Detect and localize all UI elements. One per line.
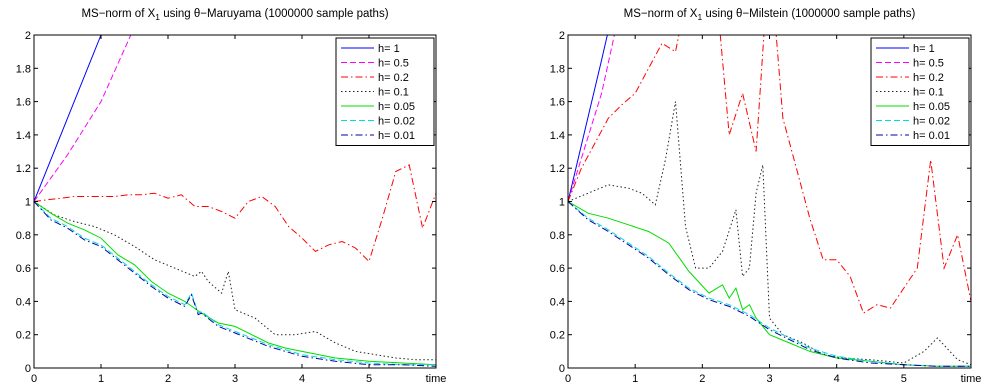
y-tick-label: 0.8	[550, 230, 565, 242]
y-tick-label: 1.2	[16, 163, 31, 175]
series-line-2	[568, 35, 971, 314]
x-tick-label: 1	[98, 373, 104, 385]
series-line-3	[34, 201, 436, 361]
series-line-1	[568, 35, 615, 202]
legend-label: h= 0.5	[913, 58, 944, 70]
chart-title: MS−norm of X1 using θ−Milstein (1000000 …	[624, 8, 916, 22]
legend-label: h= 1	[913, 43, 935, 55]
series-line-5	[568, 201, 971, 367]
y-tick-label: 0.4	[550, 296, 565, 308]
series-line-5	[34, 201, 436, 366]
x-tick-label: 2	[165, 373, 171, 385]
y-tick-label: 1	[25, 197, 31, 209]
legend: h= 1 h= 0.5 h= 0.2 h= 0.1 h= 0.05 h= 0.02 h= 0…	[335, 37, 435, 146]
title-text: using θ−Maruyama (1000000 sample paths)	[160, 8, 389, 20]
series-line-6	[34, 201, 436, 367]
series-line-3	[568, 101, 971, 366]
x-tick-label: 4	[834, 373, 840, 385]
y-tick-label: 1.4	[16, 130, 31, 142]
x-tick-label: 0	[565, 373, 571, 385]
y-tick-label: 2	[25, 30, 31, 42]
milstein-chart: MS−norm of X1 using θ−Milstein (1000000 …	[550, 8, 982, 385]
legend-label: h= 1	[378, 43, 400, 55]
series-group	[34, 35, 436, 367]
legend-box	[335, 37, 435, 146]
legend-label: h= 0.02	[378, 116, 415, 128]
legend-label: h= 0.02	[913, 116, 950, 128]
legend-label: h= 0.5	[378, 58, 409, 70]
x-tick-label: 3	[766, 373, 772, 385]
x-tick-label: 1	[632, 373, 638, 385]
legend-box	[870, 37, 970, 146]
legend-label: h= 0.2	[913, 72, 944, 84]
title-text: MS−norm of X	[81, 8, 155, 20]
series-line-4	[568, 201, 971, 367]
title-text: MS−norm of X	[624, 8, 698, 20]
y-tick-label: 0.6	[16, 263, 31, 275]
y-tick-label: 1	[559, 197, 565, 209]
legend-label: h= 0.05	[378, 101, 415, 113]
title-text: using θ−Milstein (1000000 sample paths)	[702, 8, 915, 20]
x-tick-label: 2	[699, 373, 705, 385]
y-tick-label: 2	[559, 30, 565, 42]
x-axis-label: time	[426, 373, 447, 385]
y-tick-label: 0.2	[16, 330, 31, 342]
x-tick-label: 5	[366, 373, 372, 385]
x-axis-label: time	[961, 373, 982, 385]
y-tick-label: 1.4	[550, 130, 565, 142]
chart-title: MS−norm of X1 using θ−Maruyama (1000000 …	[81, 8, 388, 22]
y-tick-label: 1.6	[550, 97, 565, 109]
legend-label: h= 0.1	[378, 87, 409, 99]
x-tick-label: 5	[901, 373, 907, 385]
y-tick-label: 0.8	[16, 230, 31, 242]
series-line-1	[34, 35, 132, 202]
series-line-2	[34, 164, 436, 263]
x-tick-label: 4	[299, 373, 305, 385]
y-tick-label: 0	[559, 363, 565, 375]
legend-label: h= 0.05	[913, 101, 950, 113]
series-group	[568, 35, 971, 367]
x-tick-label: 3	[232, 373, 238, 385]
series-line-0	[34, 35, 102, 202]
legend-label: h= 0.1	[913, 87, 944, 99]
y-tick-label: 0.4	[16, 296, 31, 308]
y-tick-label: 0.6	[550, 263, 565, 275]
legend-label: h= 0.01	[378, 130, 415, 142]
y-tick-label: 1.8	[550, 63, 565, 75]
series-line-0	[568, 35, 608, 202]
y-tick-label: 0.2	[550, 330, 565, 342]
y-tick-label: 0	[25, 363, 31, 375]
maruyama-chart: MS−norm of X1 using θ−Maruyama (1000000 …	[16, 8, 447, 385]
legend-label: h= 0.2	[378, 72, 409, 84]
legend: h= 1 h= 0.5 h= 0.2 h= 0.1 h= 0.05 h= 0.02 h= 0…	[870, 37, 970, 146]
title-subscript: 1	[155, 12, 160, 22]
title-subscript: 1	[697, 12, 702, 22]
x-tick-label: 0	[31, 373, 37, 385]
y-tick-label: 1.2	[550, 163, 565, 175]
y-tick-label: 1.8	[16, 63, 31, 75]
y-tick-label: 1.6	[16, 97, 31, 109]
legend-label: h= 0.01	[913, 130, 950, 142]
series-line-6	[568, 201, 971, 367]
